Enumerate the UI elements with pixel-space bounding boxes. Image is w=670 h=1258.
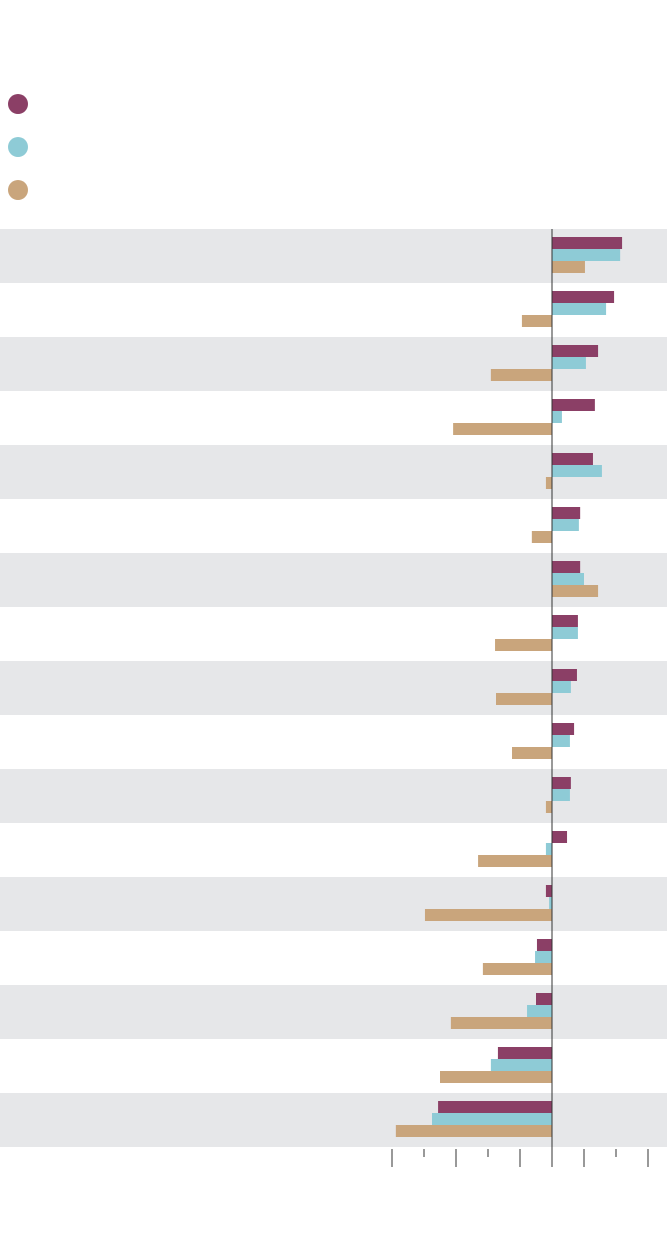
bar [552, 453, 593, 465]
bar [552, 249, 621, 261]
bar [552, 291, 615, 303]
bar [482, 963, 552, 975]
bar [552, 465, 602, 477]
bar [478, 855, 552, 867]
bar [536, 993, 552, 1005]
bar [552, 345, 599, 357]
bar [552, 357, 586, 369]
bar [531, 531, 552, 543]
bar [552, 303, 607, 315]
bar [535, 951, 552, 963]
bar [495, 639, 552, 651]
bar [512, 747, 552, 759]
row-band [0, 1093, 667, 1147]
bar [552, 777, 571, 789]
bar [552, 831, 568, 843]
bar [552, 237, 623, 249]
bar [552, 789, 570, 801]
bar [552, 573, 584, 585]
bar [490, 369, 552, 381]
legend-swatch [8, 137, 28, 157]
bar [552, 627, 578, 639]
bar [549, 897, 552, 909]
bar [527, 1005, 552, 1017]
bar [552, 585, 599, 597]
bar [545, 843, 552, 855]
bar [552, 669, 577, 681]
bar [552, 507, 581, 519]
bar [545, 801, 552, 813]
bar [552, 261, 585, 273]
bar [545, 477, 552, 489]
row-band [0, 985, 667, 1039]
bar [395, 1125, 552, 1137]
bar [450, 1017, 552, 1029]
legend-swatch [8, 94, 28, 114]
bar [552, 519, 579, 531]
bar [552, 681, 571, 693]
legend-swatch [8, 180, 28, 200]
bar [432, 1113, 552, 1125]
bar [496, 693, 552, 705]
bar [552, 561, 581, 573]
bar [552, 399, 595, 411]
bar [552, 411, 562, 423]
bar [424, 909, 552, 921]
bar [552, 615, 578, 627]
bar [521, 315, 552, 327]
bar [545, 885, 552, 897]
bar [497, 1047, 552, 1059]
bar [453, 423, 552, 435]
bar [438, 1101, 552, 1113]
bar [552, 723, 575, 735]
bar [536, 939, 552, 951]
bar [552, 735, 570, 747]
row-band [0, 877, 667, 931]
bar [440, 1071, 552, 1083]
bar [490, 1059, 552, 1071]
